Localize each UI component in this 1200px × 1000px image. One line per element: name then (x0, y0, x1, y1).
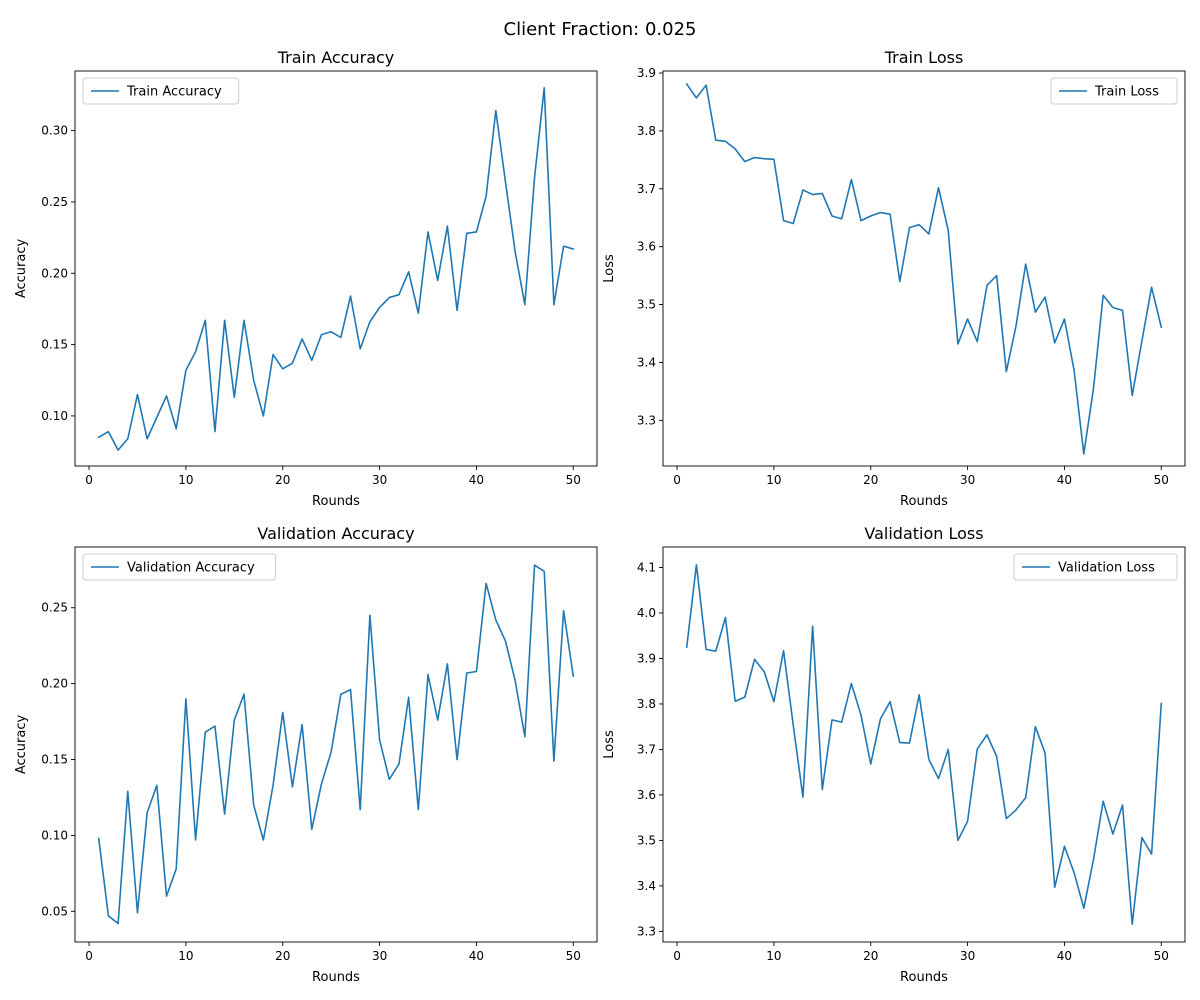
chart-1-xtick-label: 30 (960, 473, 975, 487)
chart-3-series-line (685, 563, 1163, 925)
chart-0-legend-box (82, 77, 240, 105)
chart-3-ytick-label: 3.9 (637, 651, 656, 665)
subplot-train-loss: Train Loss 0 10 20 30 40 50 3.3 3.4 3.5 3.6 3.7 3.8 3… (602, 48, 1186, 509)
chart-1-ytick-label: 3.4 (637, 355, 656, 369)
chart-2-ytick-label: 0.10 (41, 828, 68, 842)
chart-3-xtick-label: 30 (960, 949, 975, 963)
chart-2-axes-frame (74, 546, 598, 943)
chart-1-legend-box (1050, 77, 1178, 105)
chart-3-ytick-label: 4.1 (637, 560, 656, 574)
chart-2-ytick-label: 0.15 (41, 753, 68, 767)
chart-2-ytick-label: 0.20 (41, 677, 68, 691)
chart-2-ytick-label: 0.05 (41, 904, 68, 918)
chart-3-xtick-label: 50 (1154, 949, 1169, 963)
chart-0-xtick-label: 0 (85, 473, 93, 487)
chart-3-xlabel: Rounds (900, 970, 948, 985)
chart-0-ytick-label: 0.20 (41, 266, 68, 280)
chart-2-xtick-label: 20 (275, 949, 290, 963)
chart-3-ytick-label: 3.3 (637, 924, 656, 938)
chart-3-xtick-label: 0 (673, 949, 681, 963)
chart-0-xtick-label: 20 (275, 473, 290, 487)
chart-1-xtick-label: 40 (1057, 473, 1072, 487)
chart-1-xtick-label: 10 (766, 473, 781, 487)
chart-1-ytick-label: 3.6 (637, 240, 656, 254)
chart-1-legend: Train Loss (1050, 77, 1178, 105)
chart-2-xlabel: Rounds (312, 970, 360, 985)
chart-2-xtick-label: 50 (566, 949, 581, 963)
chart-2-legend: Validation Accuracy (82, 553, 277, 581)
chart-3-ytick-label: 3.4 (637, 879, 656, 893)
chart-1-xtick-label: 20 (863, 473, 878, 487)
chart-3-ytick-label: 3.8 (637, 697, 656, 711)
chart-3-title: Validation Loss (864, 524, 983, 543)
chart-0-xtick-label: 10 (178, 473, 193, 487)
chart-1-ylabel: Loss (602, 254, 617, 283)
chart-3-legend-box (1013, 553, 1178, 581)
chart-1-ytick-label: 3.5 (637, 298, 656, 312)
chart-1-ytick-label: 3.7 (637, 182, 656, 196)
chart-3-ytick-label: 3.7 (637, 742, 656, 756)
chart-0-xlabel: Rounds (312, 494, 360, 509)
chart-0-axes-frame (74, 70, 598, 467)
figure-suptitle: Client Fraction: 0.025 (504, 19, 697, 40)
chart-2-legend-label: Validation Accuracy (127, 561, 255, 576)
chart-1-ytick-label: 3.8 (637, 124, 656, 138)
subplot-validation-accuracy: Validation Accuracy 0 10 20 30 40 50 0.05 0.10 0.… (14, 524, 598, 985)
chart-3-xtick-label: 10 (766, 949, 781, 963)
chart-2-series-line (97, 564, 575, 925)
chart-2-xtick-label: 0 (85, 949, 93, 963)
chart-1-xtick-label: 0 (673, 473, 681, 487)
chart-0-title: Train Accuracy (277, 48, 395, 67)
chart-0-ytick-label: 0.30 (41, 124, 68, 138)
chart-0-xtick-label: 40 (469, 473, 484, 487)
chart-2-xtick-label: 30 (372, 949, 387, 963)
chart-1-legend-label: Train Loss (1094, 85, 1159, 100)
chart-3-legend: Validation Loss (1013, 553, 1178, 581)
chart-1-ytick-label: 3.9 (637, 66, 656, 80)
chart-1-title: Train Loss (884, 48, 964, 67)
chart-2-ylabel: Accuracy (14, 715, 29, 775)
chart-0-series-line (97, 87, 575, 451)
chart-0-legend: Train Accuracy (82, 77, 240, 105)
chart-1-series-line (685, 82, 1163, 455)
chart-3-ytick-label: 4.0 (637, 606, 656, 620)
subplot-train-accuracy: Train Accuracy 0 10 20 30 40 50 0.10 0.15 0.20 0.2… (14, 48, 598, 509)
subplot-validation-loss: Validation Loss 0 10 20 30 40 50 3.3 3.4 3.5 3.6 3.… (602, 524, 1186, 985)
chart-2-legend-box (82, 553, 277, 581)
chart-0-xtick-label: 50 (566, 473, 581, 487)
chart-2-xtick-label: 10 (178, 949, 193, 963)
chart-2-ytick-label: 0.25 (41, 601, 68, 615)
chart-3-xtick-label: 20 (863, 949, 878, 963)
chart-3-ytick-label: 3.5 (637, 833, 656, 847)
chart-0-legend-label: Train Accuracy (126, 85, 222, 100)
chart-0-ylabel: Accuracy (14, 239, 29, 299)
chart-3-axes-frame (662, 546, 1186, 943)
chart-3-legend-label: Validation Loss (1058, 561, 1155, 576)
chart-1-xlabel: Rounds (900, 494, 948, 509)
chart-3-ytick-label: 3.6 (637, 788, 656, 802)
chart-2-title: Validation Accuracy (257, 524, 414, 543)
chart-0-ytick-label: 0.15 (41, 338, 68, 352)
chart-0-xtick-label: 30 (372, 473, 387, 487)
chart-1-axes-frame (662, 70, 1186, 467)
chart-3-ylabel: Loss (602, 730, 617, 759)
chart-1-xtick-label: 50 (1154, 473, 1169, 487)
chart-0-ytick-label: 0.10 (41, 409, 68, 423)
chart-2-xtick-label: 40 (469, 949, 484, 963)
chart-0-ytick-label: 0.25 (41, 195, 68, 209)
chart-3-xtick-label: 40 (1057, 949, 1072, 963)
chart-1-ytick-label: 3.3 (637, 413, 656, 427)
